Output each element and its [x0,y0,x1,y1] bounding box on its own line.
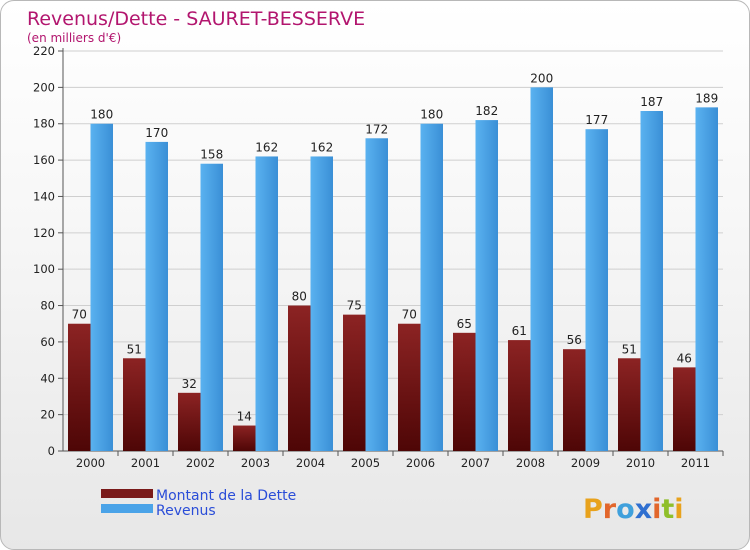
x-tick-label: 2000 [76,456,105,470]
bar-revenus [530,87,553,451]
data-label-dette: 70 [72,308,87,322]
y-tick-label: 200 [33,80,55,94]
bar-dette [563,349,586,451]
data-label-dette: 32 [182,377,197,391]
data-label-dette: 46 [677,351,692,365]
data-label-revenus: 162 [255,140,278,154]
bar-dette [673,367,696,451]
bars [68,87,718,452]
bar-revenus [145,141,168,451]
x-tick-label: 2005 [351,456,380,470]
bar-dette [123,358,146,451]
x-tick-labels: 2000 2001 2002 2003 2004 2005 2006 2007 2008 2009… [76,456,710,470]
bar-revenus [310,156,333,452]
data-label-dette: 61 [512,324,527,338]
chart-subtitle: (en milliers d'€) [27,31,121,45]
legend-swatch-revenus [101,504,153,513]
bar-dette [343,314,366,451]
bar-revenus [365,138,388,452]
x-tick-label: 2002 [186,456,215,470]
bar-revenus [585,129,608,451]
legend: Montant de la Dette Revenus [101,488,296,519]
data-label-revenus: 172 [365,122,388,136]
data-label-revenus: 182 [475,104,498,118]
x-tick-label: 2008 [516,456,545,470]
data-label-revenus: 200 [530,71,553,85]
chart-title: Revenus/Dette - SAURET-BESSERVE [27,8,365,30]
data-label-dette: 70 [402,308,417,322]
y-tick-label: 100 [33,262,55,276]
data-label-revenus: 162 [310,140,333,154]
x-tick-label: 2001 [131,456,160,470]
proxiti-logo: Proxiti [583,494,684,525]
data-label-dette: 75 [347,299,362,313]
data-label-revenus: 177 [585,113,608,127]
data-label-dette: 56 [567,333,582,347]
y-tick-label: 60 [40,335,55,349]
legend-swatch-debt [101,489,153,498]
x-tick-label: 2006 [406,456,435,470]
legend-label-debt: Montant de la Dette [156,488,296,504]
bar-dette [178,392,201,451]
gridlines [63,50,723,416]
x-tick-label: 2003 [241,456,270,470]
data-label-revenus: 189 [695,91,718,105]
bar-revenus [695,107,718,451]
data-label-dette: 51 [622,342,637,356]
data-label-revenus: 180 [420,108,443,122]
bar-dette [233,425,256,451]
bar-dette [453,332,476,451]
bar-dette [398,323,421,451]
y-tick-label: 220 [33,44,55,58]
bar-revenus [475,120,498,451]
bar-revenus [90,123,113,452]
axes [58,48,724,456]
x-tick-label: 2009 [571,456,600,470]
data-label-dette: 51 [127,342,142,356]
bar-revenus [200,163,223,451]
data-label-dette: 14 [237,410,252,424]
bar-revenus [420,123,443,452]
y-tick-label: 20 [40,408,55,422]
y-tick-label: 180 [33,117,55,131]
y-tick-label: 40 [40,371,55,385]
bar-dette [508,340,531,451]
x-tick-label: 2010 [626,456,655,470]
y-tick-labels: 0 20 40 60 80 100 120 140 160 180 200 220 [33,44,55,458]
y-tick-label: 0 [48,444,55,458]
data-label-revenus: 180 [90,108,113,122]
data-label-revenus: 158 [200,148,223,162]
bar-dette [288,305,311,451]
x-tick-label: 2011 [681,456,710,470]
x-tick-label: 2007 [461,456,490,470]
proxiti-logo-text: Proxiti [583,494,684,525]
y-tick-label: 80 [40,299,55,313]
data-label-dette: 65 [457,317,472,331]
x-tick-label: 2004 [296,456,325,470]
data-labels: 70 180 51 170 32 158 14 162 80 162 75 172 70 180 65 182… [72,71,719,423]
bar-dette [618,358,641,451]
bar-revenus [640,111,663,451]
bar-revenus [255,156,278,452]
legend-label-revenus: Revenus [156,503,216,519]
data-label-revenus: 170 [145,126,168,140]
data-label-revenus: 187 [640,95,663,109]
bar-dette [68,323,91,451]
y-tick-label: 160 [33,153,55,167]
data-label-dette: 80 [292,290,307,304]
y-tick-label: 140 [33,189,55,203]
y-tick-label: 120 [33,226,55,240]
